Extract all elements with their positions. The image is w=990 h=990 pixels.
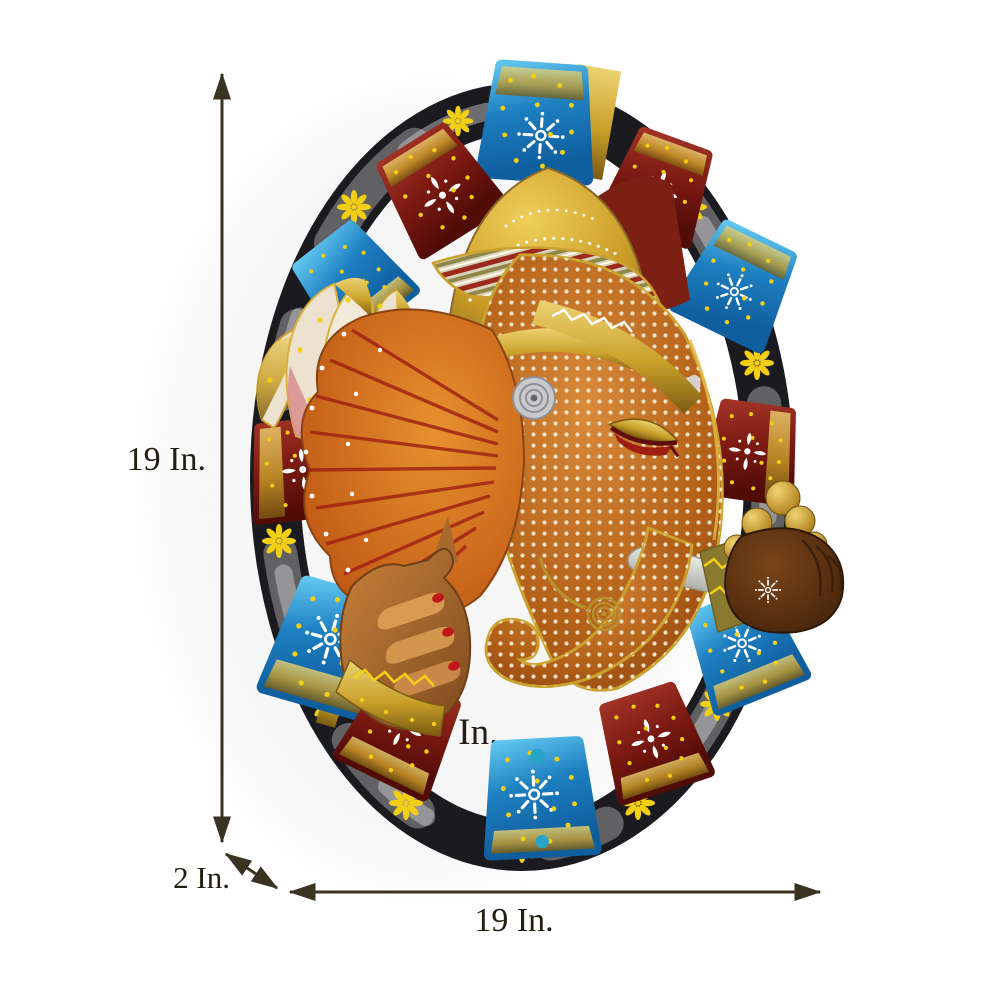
tile-blue-lowerright [683, 586, 805, 709]
bangle [335, 658, 446, 737]
tile-blue-bottom [485, 742, 595, 854]
depth-dimension-label: 2 In. [173, 860, 230, 895]
left-hand [335, 516, 472, 737]
closed-eye [607, 418, 680, 458]
tile-maroon-bottomright [595, 684, 709, 799]
wire-spiral-pendant [538, 557, 622, 632]
tile-maroon-right [703, 403, 800, 501]
tile-blue-upperright [675, 221, 801, 348]
dimension-annotations: 19 In. 19 In. 2 In. [127, 72, 822, 939]
ear-dots [303, 331, 423, 611]
depth-double-arrow [224, 852, 279, 890]
tile-maroon-bottomleft [339, 669, 465, 796]
tile-maroon-left [250, 421, 347, 519]
width-dimension: 19 In. [288, 883, 822, 939]
trunk [484, 525, 694, 688]
ear-spiral-disc [512, 376, 556, 420]
tile-maroon-topleft [373, 123, 503, 253]
width-dimension-label: 19 In. [474, 902, 553, 939]
depth-dimension: 2 In. [173, 852, 279, 895]
ganesha-wall-art [250, 64, 845, 871]
forehead-band [470, 300, 702, 414]
finger-ridges [801, 539, 843, 597]
tile-maroon-topright [603, 129, 716, 243]
height-dimension: 19 In. [127, 72, 231, 844]
painted-tiles [250, 65, 806, 854]
tile-blue-lowerleft [264, 579, 401, 717]
right-hand [699, 480, 845, 634]
tile-blue-top [482, 65, 594, 178]
height-dimension-label: 19 In. [127, 441, 206, 478]
